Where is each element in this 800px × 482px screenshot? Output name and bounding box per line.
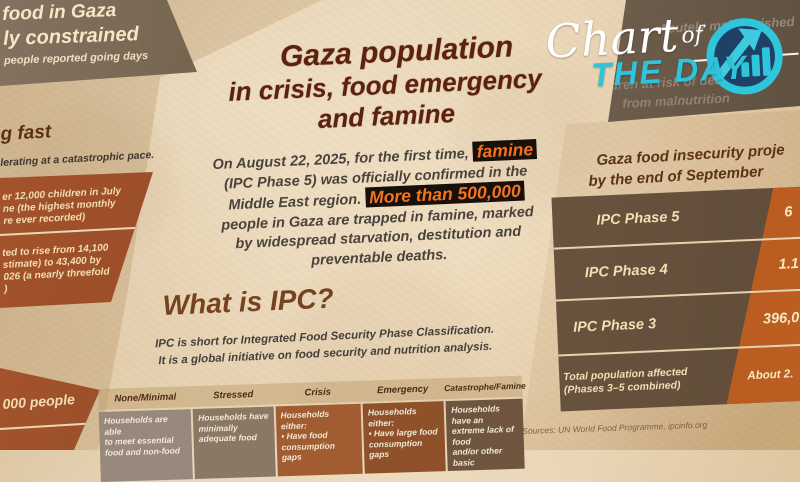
- chart-of-the-day-logo: Chart of THE DAY: [542, 1, 800, 129]
- left-stat-box-1: er 12,000 children in July ne (the highe…: [0, 172, 153, 308]
- projection-row-phase3-value: 396,0: [762, 309, 800, 328]
- left-stat-box-1-text-bottom: ted to rise from 14,100 stimate) to 43,4…: [2, 242, 110, 295]
- phase-cell-crisis: Households either: • Have food consumpti…: [275, 403, 363, 477]
- headline-line1: food in Gaza: [2, 0, 117, 25]
- phase-cell-none-minimal: Households are able to meet essential fo…: [98, 409, 194, 482]
- left-stat-box-1-text-top: er 12,000 children in July ne (the highe…: [2, 185, 122, 227]
- main-title: Gaza population in crisis, food emergenc…: [203, 28, 567, 139]
- phase-header-crisis: Crisis: [304, 386, 332, 399]
- headline-line2: ly constrained: [2, 23, 140, 50]
- logo-circle-ring: [706, 18, 783, 95]
- phase-classification-table: None/Minimal Stressed Crisis Emergency C…: [98, 375, 526, 482]
- top-left-headline-panel: food in Gaza ly constrained people repor…: [0, 0, 197, 86]
- headline-line3: people reported going days: [3, 49, 149, 67]
- logo-bar-3: [761, 47, 771, 76]
- projection-table: IPC Phase 5 6 IPC Phase 4 1.1 IPC Phase …: [551, 186, 800, 412]
- projection-row-total: Total population affected (Phases 3–5 co…: [558, 345, 800, 411]
- ipc-section-heading: What is IPC?: [162, 282, 335, 321]
- phase-header-emergency: Emergency: [376, 383, 429, 397]
- projection-row-phase4-value: 1.1: [778, 255, 800, 273]
- phase-header-catastrophe: Catastrophe/Famine: [443, 380, 526, 394]
- projection-row-phase5-value: 6: [783, 204, 793, 221]
- logo-bar-2: [751, 54, 761, 77]
- left-section-heading: g fast: [0, 121, 52, 145]
- trend-arrow-circle-icon: [706, 18, 783, 95]
- famine-highlight: famine: [472, 138, 538, 162]
- left-stat-box-2-text: 000 people: [2, 390, 76, 412]
- logo-arrow-head: [738, 28, 762, 51]
- phase-cell-stressed: Households have minimally adequate food: [192, 406, 276, 479]
- phase-header-none-minimal: None/Minimal: [114, 391, 177, 405]
- projection-row-total-value: About 2.: [747, 367, 794, 382]
- logo-arrow-shaft: [714, 35, 753, 81]
- projection-row-phase3-label: IPC Phase 3: [572, 315, 657, 336]
- logo-bar-1: [741, 62, 750, 77]
- phase-table-body-row: Households are able to meet essential fo…: [98, 398, 525, 482]
- projection-row-total-label: Total population affected (Phases 3–5 co…: [563, 365, 688, 396]
- intro-paragraph: On August 22, 2025, for the first time, …: [180, 138, 575, 277]
- ipc-section-description: IPC is short for Integrated Food Securit…: [134, 321, 515, 372]
- phase-cell-emergency: Households either: • Have large food con…: [362, 401, 447, 474]
- left-stat-box-1-divider: [0, 226, 152, 236]
- projection-row-phase4-label: IPC Phase 4: [584, 261, 669, 282]
- phase-header-stressed: Stressed: [213, 389, 254, 402]
- top-left-headline-text: food in Gaza ly constrained people repor…: [2, 0, 148, 67]
- intro-line3-text: Middle East region.: [228, 191, 362, 214]
- phase-cell-catastrophe: Households have an extreme lack of food …: [446, 398, 525, 472]
